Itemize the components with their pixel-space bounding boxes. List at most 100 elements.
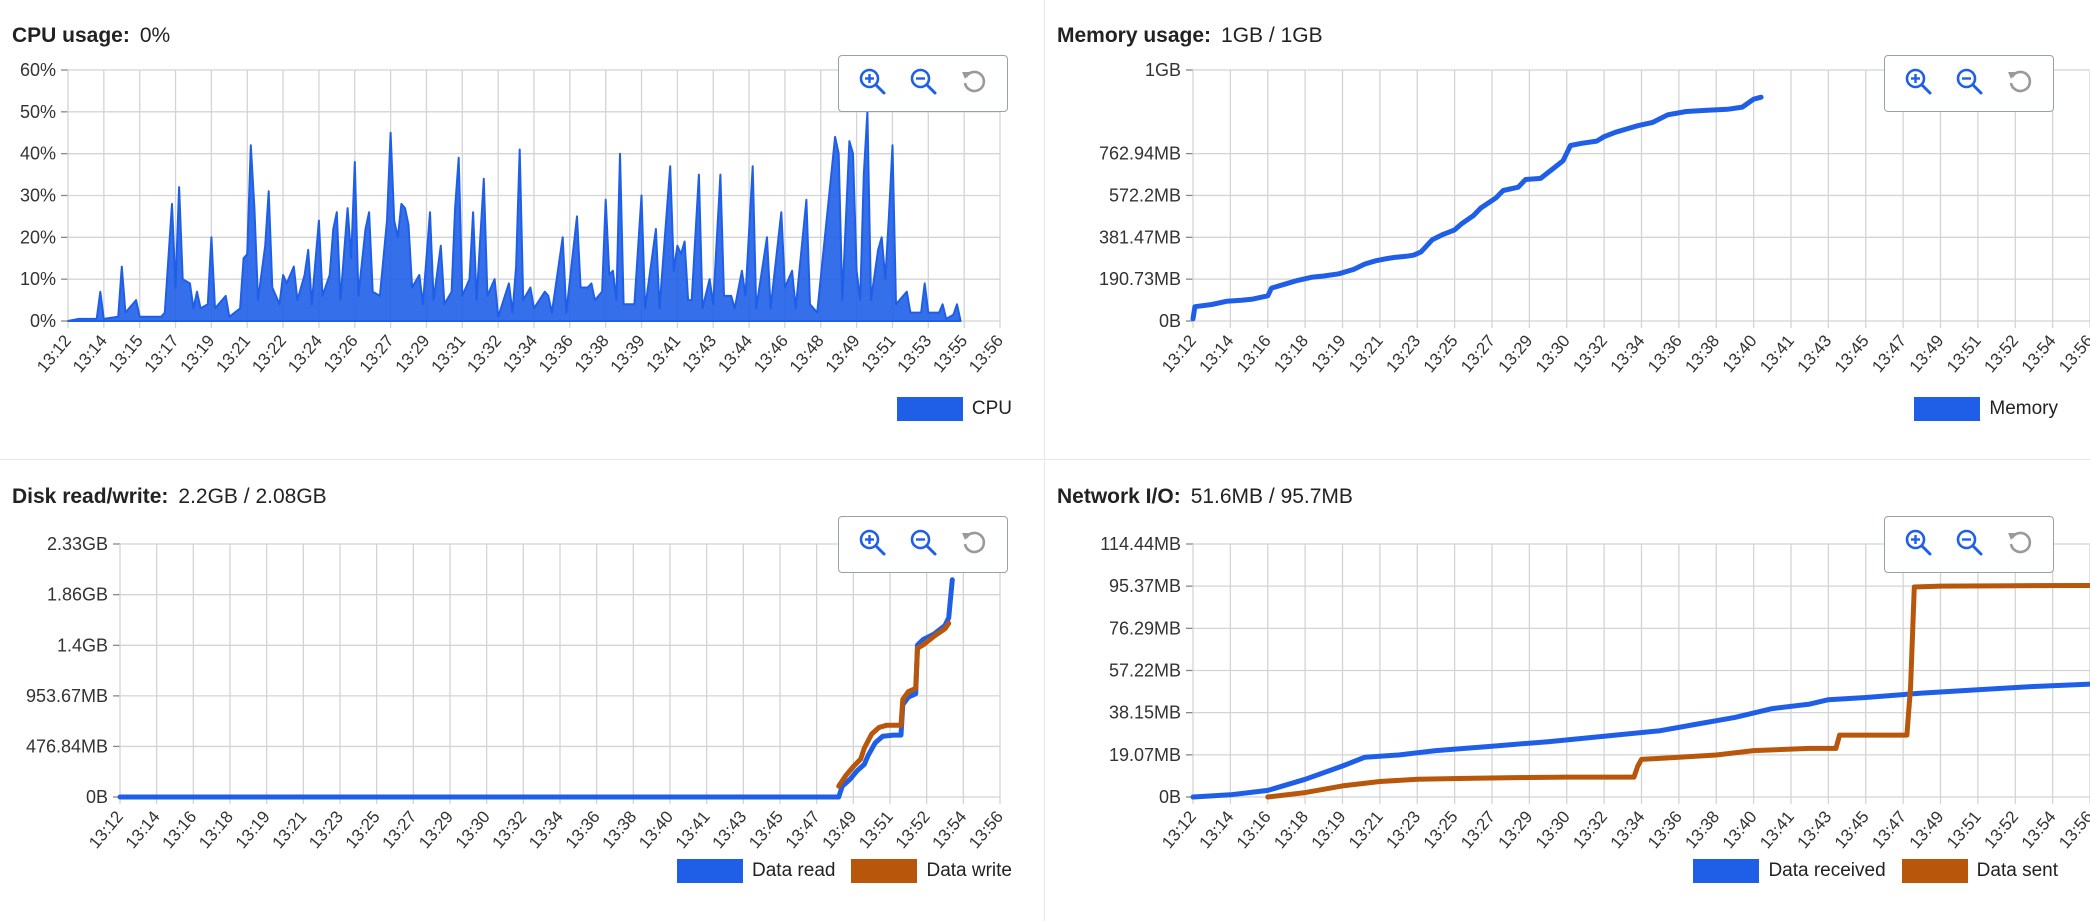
x-tick-label: 13:54	[928, 807, 970, 852]
series-line-0	[117, 577, 955, 800]
x-tick-label: 13:34	[1607, 331, 1649, 376]
legend-item[interactable]: Data write	[851, 859, 1012, 883]
y-tick-label: 95.37MB	[1109, 576, 1181, 596]
y-tick-label: 0B	[86, 787, 108, 807]
x-tick-label: 13:41	[672, 807, 714, 852]
x-tick-label: 13:21	[1345, 331, 1387, 376]
y-tick-label: 40%	[20, 144, 56, 164]
panel-header: Disk read/write: 2.2GB / 2.08GB	[12, 485, 327, 509]
x-tick-label: 13:25	[1420, 807, 1462, 852]
legend-item[interactable]: Memory	[1914, 397, 2058, 421]
x-tick-label: 13:38	[598, 807, 640, 852]
y-tick-label: 381.47MB	[1099, 227, 1181, 247]
chart-legend: Memory	[1898, 397, 2058, 421]
zoom-out-button[interactable]	[903, 525, 943, 565]
x-tick-label: 13:47	[1868, 807, 1910, 852]
x-tick-label: 13:51	[858, 331, 900, 376]
y-tick-label: 0B	[1159, 311, 1181, 331]
x-tick-label: 13:16	[1233, 807, 1275, 852]
x-tick-label: 13:54	[2018, 807, 2060, 852]
x-tick-label: 13:40	[1719, 807, 1761, 852]
zoom-in-icon	[857, 527, 887, 562]
legend-item[interactable]: Data sent	[1901, 859, 2058, 883]
zoom-out-icon	[908, 66, 938, 101]
x-tick-label: 13:23	[1382, 807, 1424, 852]
zoom-toolbar	[838, 516, 1008, 573]
legend-label: Data sent	[1976, 860, 2058, 881]
x-tick-label: 13:18	[195, 807, 237, 852]
y-tick-label: 762.94MB	[1099, 144, 1181, 164]
legend-item[interactable]: Data received	[1693, 859, 1886, 883]
grid	[113, 543, 1001, 804]
y-tick-label: 60%	[20, 60, 56, 80]
x-tick-label: 13:56	[965, 807, 1007, 852]
x-tick-label: 13:40	[635, 807, 677, 852]
series-line-1	[1265, 582, 2090, 800]
reset-zoom-icon	[959, 527, 989, 562]
zoom-in-button[interactable]	[852, 64, 892, 104]
x-tick-label: 13:40	[1719, 331, 1761, 376]
x-tick-label: 13:39	[607, 331, 649, 376]
series-line-1	[836, 620, 952, 789]
zoom-in-button[interactable]	[1898, 525, 1938, 565]
legend-item[interactable]: CPU	[896, 397, 1012, 421]
x-tick-label: 13:27	[1457, 331, 1499, 376]
y-tick-label: 0B	[1159, 787, 1181, 807]
x-tick-label: 13:38	[571, 331, 613, 376]
x-tick-label: 13:49	[1906, 807, 1948, 852]
y-tick-label: 476.84MB	[26, 736, 108, 756]
zoom-out-button[interactable]	[903, 64, 943, 104]
x-tick-label: 13:14	[122, 807, 164, 852]
x-tick-label: 13:30	[452, 807, 494, 852]
reset-zoom-button[interactable]	[954, 525, 994, 565]
x-tick-label: 13:21	[268, 807, 310, 852]
x-tick-label: 13:51	[855, 807, 897, 852]
panel-header: CPU usage: 0%	[12, 24, 170, 48]
x-tick-label: 13:51	[1943, 807, 1985, 852]
x-tick-label: 13:55	[929, 331, 971, 376]
legend-label: CPU	[971, 398, 1012, 419]
x-tick-label: 13:45	[1831, 807, 1873, 852]
x-tick-label: 13:49	[822, 331, 864, 376]
reset-zoom-button[interactable]	[2000, 64, 2040, 104]
x-tick-label: 13:52	[1980, 331, 2022, 376]
x-tick-label: 13:25	[342, 807, 384, 852]
x-tick-label: 13:54	[2018, 331, 2060, 376]
chart-legend: CPU	[881, 397, 1012, 421]
x-tick-label: 13:19	[177, 331, 219, 376]
y-tick-label: 2.33GB	[47, 534, 108, 554]
x-tick-label: 13:29	[1495, 807, 1537, 852]
zoom-out-icon	[1954, 66, 1984, 101]
zoom-in-button[interactable]	[1898, 64, 1938, 104]
x-tick-label: 13:14	[69, 331, 111, 376]
x-tick-label: 13:22	[248, 331, 290, 376]
series-line-0	[1190, 94, 1764, 322]
panel-header: Network I/O: 51.6MB / 95.7MB	[1057, 485, 1353, 509]
zoom-in-button[interactable]	[852, 525, 892, 565]
y-tick-label: 1GB	[1145, 60, 1181, 80]
series-line-0	[1190, 681, 2090, 800]
x-tick-label: 13:27	[378, 807, 420, 852]
y-tick-label: 953.67MB	[26, 686, 108, 706]
zoom-out-button[interactable]	[1949, 64, 1989, 104]
legend-swatch	[677, 859, 744, 883]
x-tick-label: 13:53	[893, 331, 935, 376]
legend-label: Data write	[926, 860, 1012, 881]
x-tick-label: 13:23	[1382, 331, 1424, 376]
legend-item[interactable]: Data read	[677, 859, 835, 883]
x-tick-label: 13:29	[1495, 331, 1537, 376]
memory-panel: 0B 190.73MB 381.47MB 572.2MB 762.94MB 1GB 13:1…	[1045, 0, 2090, 460]
reset-zoom-button[interactable]	[954, 64, 994, 104]
x-tick-label: 13:16	[158, 807, 200, 852]
reset-zoom-icon	[959, 66, 989, 101]
zoom-out-button[interactable]	[1949, 525, 1989, 565]
reset-zoom-button[interactable]	[2000, 525, 2040, 565]
y-tick-label: 19.07MB	[1109, 745, 1181, 765]
x-tick-label: 13:51	[1943, 331, 1985, 376]
x-tick-label: 13:12	[1158, 331, 1200, 376]
x-tick-label: 13:56	[2055, 331, 2090, 376]
x-tick-label: 13:47	[1868, 331, 1910, 376]
x-tick-label: 13:16	[1233, 331, 1275, 376]
x-tick-label: 13:43	[1794, 331, 1836, 376]
reset-zoom-icon	[2005, 66, 2035, 101]
